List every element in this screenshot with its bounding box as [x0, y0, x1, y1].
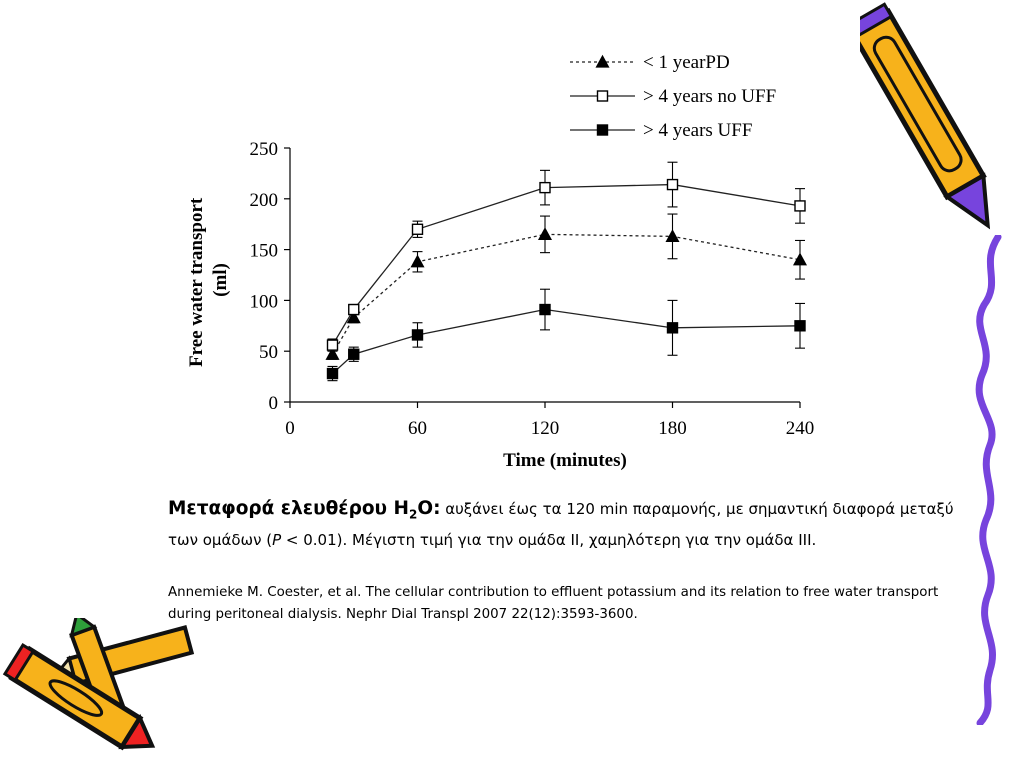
x-tick-label: 120 [531, 418, 560, 439]
chart-series [325, 161, 808, 382]
series-line [331, 183, 801, 346]
x-tick-label: 180 [658, 418, 687, 439]
data-point [411, 329, 424, 341]
y-axis-label: Free water transport (ml) [186, 193, 231, 367]
legend-item-2: > 4 years no UFF [570, 86, 776, 107]
data-point [539, 303, 551, 316]
series-line [331, 233, 801, 355]
data-point [348, 348, 360, 360]
data-point [326, 339, 339, 351]
data-point [346, 310, 361, 324]
pencil-icon [860, 2, 991, 230]
data-point [794, 200, 806, 212]
slide-caption: Μεταφορά ελευθέρου H2O: αυξάνει έως τα 1… [168, 496, 958, 553]
x-tick-label: 60 [408, 418, 427, 439]
y-tick-label: 50 [259, 342, 278, 363]
pencils-cluster-icon [2, 618, 195, 751]
chart-legend: < 1 yearPD > 4 years no UFF > 4 years UFF [570, 52, 776, 141]
series-3 [326, 288, 806, 382]
data-point [794, 320, 806, 332]
y-axis-label-line-1: Free water transport [186, 197, 207, 367]
series-2 [326, 161, 806, 352]
caption-heading-after: O: [417, 498, 441, 519]
legend-marker [596, 90, 609, 102]
y-tick-label: 250 [250, 139, 279, 160]
x-tick-label: 0 [285, 418, 295, 439]
chart-axes: 0 60 120 180 240 0 50 100 150 200 250 [250, 139, 815, 439]
legend-label: < 1 yearPD [643, 52, 730, 73]
data-point [348, 303, 360, 316]
y-tick-label: 200 [250, 190, 279, 211]
legend-item-3: > 4 years UFF [570, 120, 752, 141]
caption-heading-text: Μεταφορά ελευθέρου H [168, 498, 409, 519]
reference-citation: Annemieke M. Coester, et al. The cellula… [168, 585, 939, 622]
data-point [666, 322, 679, 334]
legend-label: > 4 years UFF [643, 120, 752, 141]
y-tick-label: 0 [269, 393, 279, 414]
series-1 [325, 213, 808, 360]
legend-marker [595, 54, 610, 68]
caption-heading: Μεταφορά ελευθέρου H2O: [168, 498, 441, 522]
legend-marker [596, 124, 609, 136]
caption-heading-subscript: 2 [408, 507, 418, 522]
data-point [326, 367, 339, 380]
y-axis-label-line-2: (ml) [210, 263, 231, 297]
data-point [665, 229, 680, 242]
squiggle-border-icon [975, 235, 1002, 725]
data-point [792, 252, 808, 266]
free-water-transport-chart: 0 60 120 180 240 0 50 100 150 200 250 < 1 yearPD > … [186, 52, 815, 471]
data-point [325, 346, 340, 360]
data-point [537, 227, 553, 240]
data-point [666, 178, 679, 191]
caption-p-symbol: P [272, 530, 282, 549]
caption-body-2: < 0.01). Μέγιστη τιμή για την ομάδα ΙΙ, … [281, 530, 817, 549]
data-point [411, 223, 424, 235]
series-line [332, 308, 801, 375]
x-tick-label: 240 [786, 418, 815, 439]
data-point [410, 254, 425, 268]
y-tick-label: 100 [250, 291, 279, 312]
legend-label: > 4 years no UFF [643, 86, 776, 107]
data-point [539, 181, 551, 194]
y-tick-label: 150 [250, 241, 279, 262]
x-axis-label: Time (minutes) [503, 450, 627, 471]
caption-body-1: αυξάνει έως τα 120 min παραμονής, με σημ… [168, 500, 954, 549]
legend-item-1: < 1 yearPD [570, 52, 730, 73]
